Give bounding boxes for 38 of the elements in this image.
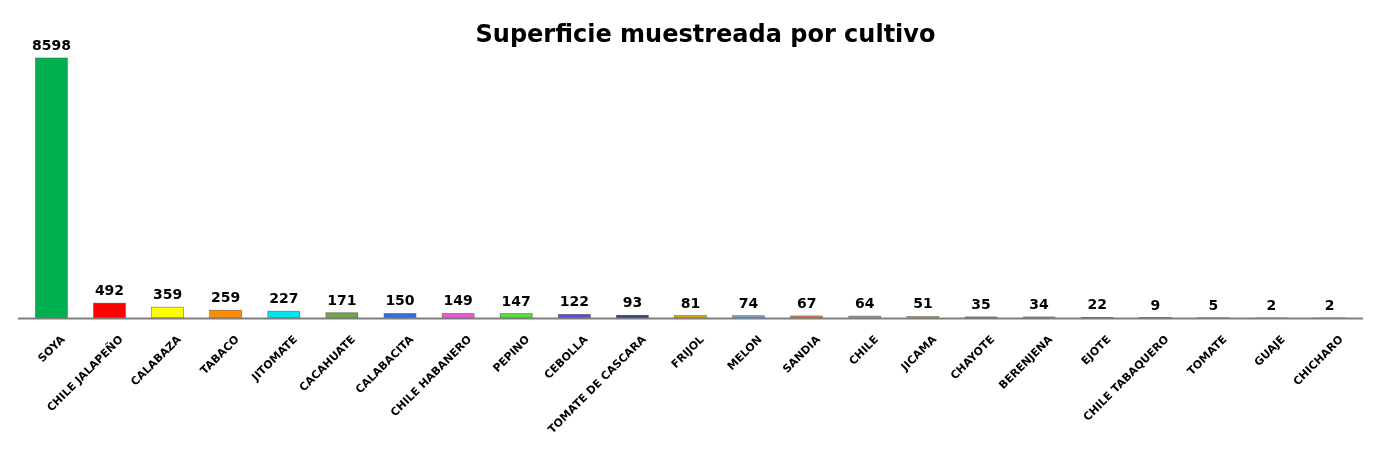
data-label: 51 — [913, 295, 933, 312]
data-label: 227 — [269, 290, 299, 307]
data-label: 259 — [211, 289, 241, 306]
bar — [209, 309, 242, 319]
bar — [325, 312, 359, 319]
data-label: 171 — [327, 291, 357, 308]
bar — [441, 313, 475, 319]
data-label: 492 — [94, 282, 125, 299]
data-label: 34 — [1029, 295, 1050, 312]
data-label: 64 — [855, 295, 875, 312]
data-label: 359 — [152, 286, 183, 303]
bar — [732, 315, 765, 319]
chart-title: Superficie muestreada por cultivo — [475, 20, 936, 48]
bar — [93, 302, 126, 319]
bar — [499, 313, 533, 319]
data-label: 67 — [796, 294, 817, 311]
data-label: 2 — [1324, 296, 1335, 313]
bar — [674, 315, 707, 319]
bar — [790, 315, 823, 319]
data-label: 149 — [443, 292, 473, 309]
bar — [383, 313, 417, 319]
bar — [151, 306, 184, 319]
data-label: 22 — [1087, 296, 1107, 313]
data-label: 2 — [1266, 296, 1277, 313]
bar — [558, 314, 591, 319]
data-label: 150 — [385, 292, 415, 309]
data-label: 147 — [501, 292, 531, 309]
data-label: 8598 — [31, 37, 71, 53]
bar — [35, 57, 68, 319]
data-label: 9 — [1150, 296, 1161, 313]
data-label: 93 — [622, 294, 643, 311]
data-label: 122 — [559, 293, 589, 310]
bar — [267, 310, 301, 319]
bar — [616, 314, 649, 319]
data-label: 81 — [680, 294, 701, 311]
data-label: 74 — [738, 294, 759, 311]
data-label: 35 — [971, 295, 991, 312]
data-label: 5 — [1208, 296, 1219, 313]
